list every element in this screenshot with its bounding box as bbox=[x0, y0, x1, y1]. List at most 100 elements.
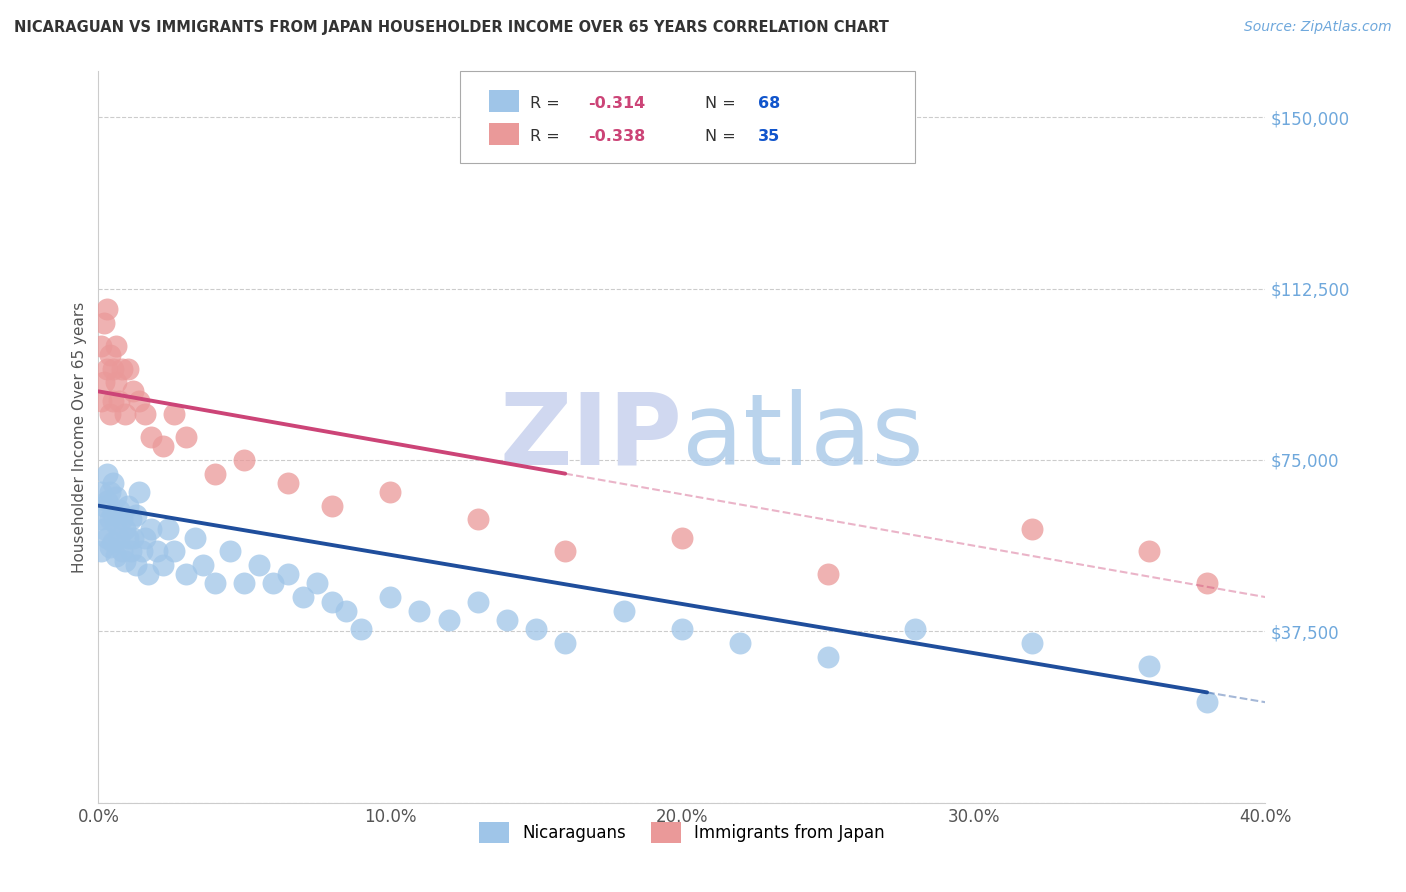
Point bbox=[817, 567, 839, 582]
Point bbox=[114, 521, 136, 535]
Point bbox=[101, 508, 124, 522]
Point bbox=[321, 499, 343, 513]
Point bbox=[108, 393, 131, 408]
Point bbox=[174, 567, 197, 582]
Point bbox=[93, 316, 115, 330]
Point bbox=[90, 484, 112, 499]
Point bbox=[146, 544, 169, 558]
Text: 68: 68 bbox=[758, 96, 780, 112]
Point bbox=[111, 512, 134, 526]
Point bbox=[98, 407, 121, 421]
Point bbox=[96, 301, 118, 317]
Point bbox=[157, 521, 180, 535]
Text: R =: R = bbox=[530, 96, 565, 112]
Text: N =: N = bbox=[706, 96, 741, 112]
Point bbox=[120, 544, 142, 558]
Point bbox=[122, 531, 145, 545]
Point bbox=[136, 567, 159, 582]
Point bbox=[524, 622, 547, 636]
Point bbox=[93, 521, 115, 535]
Point bbox=[128, 393, 150, 408]
Point bbox=[104, 375, 127, 389]
Text: -0.314: -0.314 bbox=[589, 96, 645, 112]
Point bbox=[125, 508, 148, 522]
Point bbox=[96, 531, 118, 545]
Point bbox=[139, 430, 162, 444]
Point bbox=[193, 558, 215, 573]
Point bbox=[131, 544, 153, 558]
Point bbox=[904, 622, 927, 636]
Point bbox=[134, 531, 156, 545]
Point bbox=[1021, 636, 1043, 650]
Point bbox=[1195, 695, 1218, 709]
Text: NICARAGUAN VS IMMIGRANTS FROM JAPAN HOUSEHOLDER INCOME OVER 65 YEARS CORRELATION: NICARAGUAN VS IMMIGRANTS FROM JAPAN HOUS… bbox=[14, 20, 889, 35]
Point bbox=[117, 499, 139, 513]
Point bbox=[93, 375, 115, 389]
Point bbox=[114, 407, 136, 421]
Point bbox=[183, 531, 205, 545]
Point bbox=[93, 499, 115, 513]
Point bbox=[117, 361, 139, 376]
Point bbox=[120, 512, 142, 526]
Point bbox=[96, 467, 118, 481]
Point bbox=[291, 590, 314, 604]
Text: 35: 35 bbox=[758, 129, 780, 145]
Point bbox=[104, 516, 127, 531]
Point bbox=[1137, 658, 1160, 673]
Point bbox=[101, 361, 124, 376]
Point bbox=[134, 407, 156, 421]
Point bbox=[496, 613, 519, 627]
Point bbox=[321, 594, 343, 608]
Point bbox=[98, 484, 121, 499]
Point bbox=[671, 531, 693, 545]
Point bbox=[277, 475, 299, 490]
Bar bbox=[489, 122, 519, 145]
Bar bbox=[489, 89, 519, 112]
Point bbox=[139, 521, 162, 535]
Point bbox=[380, 590, 402, 604]
Point bbox=[90, 338, 112, 352]
Y-axis label: Householder Income Over 65 years: Householder Income Over 65 years bbox=[72, 301, 87, 573]
Text: R =: R = bbox=[530, 129, 565, 145]
Point bbox=[817, 649, 839, 664]
Point bbox=[111, 544, 134, 558]
Point bbox=[467, 512, 489, 526]
Point bbox=[98, 540, 121, 554]
Point bbox=[437, 613, 460, 627]
Point bbox=[117, 531, 139, 545]
Point bbox=[90, 544, 112, 558]
Point bbox=[233, 576, 256, 591]
Text: N =: N = bbox=[706, 129, 741, 145]
Point bbox=[163, 544, 186, 558]
Point bbox=[730, 636, 752, 650]
Point bbox=[204, 467, 226, 481]
Point bbox=[671, 622, 693, 636]
Point bbox=[1021, 521, 1043, 535]
Point bbox=[233, 453, 256, 467]
Point bbox=[111, 361, 134, 376]
Point bbox=[335, 604, 357, 618]
Point bbox=[98, 348, 121, 362]
Text: ZIP: ZIP bbox=[499, 389, 682, 485]
Point bbox=[90, 393, 112, 408]
Point bbox=[128, 484, 150, 499]
Point bbox=[174, 430, 197, 444]
Text: -0.338: -0.338 bbox=[589, 129, 645, 145]
Point bbox=[108, 503, 131, 517]
Point bbox=[163, 407, 186, 421]
Point bbox=[247, 558, 270, 573]
Point bbox=[380, 484, 402, 499]
Point bbox=[114, 553, 136, 567]
Point bbox=[96, 361, 118, 376]
Point bbox=[307, 576, 329, 591]
Point bbox=[218, 544, 240, 558]
Point bbox=[554, 636, 576, 650]
Point bbox=[122, 384, 145, 399]
Point bbox=[277, 567, 299, 582]
Point bbox=[408, 604, 430, 618]
Point bbox=[101, 535, 124, 549]
FancyBboxPatch shape bbox=[460, 71, 915, 163]
Point bbox=[108, 531, 131, 545]
Point bbox=[350, 622, 373, 636]
Point bbox=[204, 576, 226, 591]
